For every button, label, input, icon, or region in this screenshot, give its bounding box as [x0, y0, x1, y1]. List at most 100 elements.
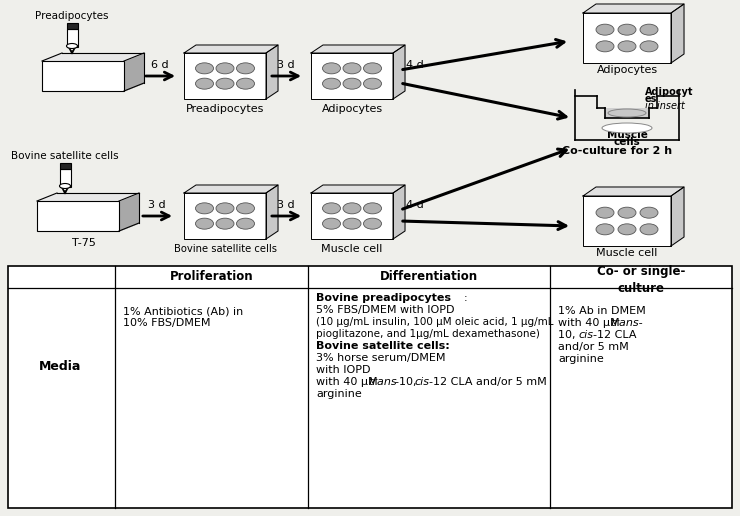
Text: T-75: T-75	[72, 238, 96, 248]
Polygon shape	[311, 45, 405, 53]
Ellipse shape	[596, 207, 614, 218]
Ellipse shape	[343, 78, 361, 89]
Text: 10% FBS/DMEM: 10% FBS/DMEM	[123, 318, 210, 328]
Polygon shape	[671, 187, 684, 246]
Ellipse shape	[343, 203, 361, 214]
Text: 1% Antibiotics (Ab) in: 1% Antibiotics (Ab) in	[123, 306, 243, 316]
Text: Differentiation: Differentiation	[380, 270, 478, 283]
Ellipse shape	[237, 78, 255, 89]
Text: Muscle cell: Muscle cell	[596, 248, 658, 258]
Polygon shape	[42, 61, 124, 91]
Text: Bovine satellite cells: Bovine satellite cells	[173, 244, 277, 254]
Text: -12 CLA and/or 5 mM: -12 CLA and/or 5 mM	[429, 377, 547, 387]
Text: Muscle cell: Muscle cell	[321, 244, 383, 254]
Ellipse shape	[602, 123, 652, 133]
Polygon shape	[184, 193, 266, 239]
Text: -12 CLA: -12 CLA	[593, 330, 636, 340]
Text: and/or 5 mM: and/or 5 mM	[558, 342, 629, 352]
Polygon shape	[67, 29, 78, 47]
Ellipse shape	[195, 203, 214, 214]
Polygon shape	[59, 169, 70, 187]
Ellipse shape	[323, 203, 340, 214]
Text: trans-: trans-	[610, 318, 642, 328]
Ellipse shape	[618, 207, 636, 218]
Polygon shape	[184, 53, 266, 99]
Text: Adipocytes: Adipocytes	[321, 104, 383, 114]
Polygon shape	[184, 45, 278, 53]
Text: pioglitazone, and 1μg/mL dexamethasone): pioglitazone, and 1μg/mL dexamethasone)	[316, 329, 540, 339]
Polygon shape	[671, 4, 684, 63]
Text: 5% FBS/DMEM with IOPD: 5% FBS/DMEM with IOPD	[316, 305, 454, 315]
Text: Bovine satellite cells:: Bovine satellite cells:	[316, 341, 450, 351]
Ellipse shape	[363, 203, 382, 214]
Ellipse shape	[363, 218, 382, 229]
Ellipse shape	[237, 63, 255, 74]
Polygon shape	[124, 53, 144, 91]
Ellipse shape	[323, 63, 340, 74]
Ellipse shape	[363, 78, 382, 89]
Ellipse shape	[216, 218, 234, 229]
Text: 3% horse serum/DMEM: 3% horse serum/DMEM	[316, 353, 445, 363]
Ellipse shape	[596, 224, 614, 235]
Text: Bovine satellite cells: Bovine satellite cells	[11, 151, 119, 161]
Text: 10,: 10,	[558, 330, 579, 340]
Polygon shape	[266, 185, 278, 239]
Polygon shape	[311, 185, 405, 193]
Polygon shape	[583, 13, 671, 63]
Ellipse shape	[640, 207, 658, 218]
Ellipse shape	[596, 24, 614, 35]
Polygon shape	[266, 45, 278, 99]
Ellipse shape	[195, 78, 214, 89]
Text: :: :	[464, 293, 468, 303]
Ellipse shape	[640, 224, 658, 235]
Text: Proliferation: Proliferation	[169, 270, 253, 283]
Text: cis: cis	[414, 377, 429, 387]
Ellipse shape	[608, 109, 646, 117]
Polygon shape	[393, 185, 405, 239]
Ellipse shape	[618, 41, 636, 52]
Text: with 40 μM: with 40 μM	[558, 318, 623, 328]
Polygon shape	[59, 163, 70, 169]
Ellipse shape	[640, 24, 658, 35]
Text: Adipocytes: Adipocytes	[596, 65, 658, 75]
Polygon shape	[311, 193, 393, 239]
Text: arginine: arginine	[558, 354, 604, 364]
Text: 3 d: 3 d	[278, 60, 295, 70]
Text: Bovine preadipocytes: Bovine preadipocytes	[316, 293, 451, 303]
Polygon shape	[37, 201, 119, 231]
Ellipse shape	[343, 63, 361, 74]
Text: Co-culture for 2 h: Co-culture for 2 h	[562, 146, 672, 156]
Polygon shape	[583, 196, 671, 246]
Polygon shape	[184, 185, 278, 193]
Polygon shape	[311, 53, 393, 99]
Text: (10 μg/mL insulin, 100 μM oleic acid, 1 μg/mL: (10 μg/mL insulin, 100 μM oleic acid, 1 …	[316, 317, 554, 327]
Text: with IOPD: with IOPD	[316, 365, 371, 375]
Text: es: es	[645, 94, 657, 104]
Ellipse shape	[618, 24, 636, 35]
Ellipse shape	[363, 63, 382, 74]
Text: 4 d: 4 d	[406, 60, 424, 70]
Ellipse shape	[640, 41, 658, 52]
Text: -10,: -10,	[395, 377, 420, 387]
Text: Adipocyt: Adipocyt	[645, 87, 693, 97]
Text: Muscle: Muscle	[607, 130, 648, 140]
Polygon shape	[8, 266, 732, 508]
Polygon shape	[119, 193, 139, 231]
Ellipse shape	[195, 218, 214, 229]
Ellipse shape	[216, 78, 234, 89]
Polygon shape	[583, 4, 684, 13]
Ellipse shape	[618, 224, 636, 235]
Text: Media: Media	[38, 360, 81, 373]
Polygon shape	[605, 108, 649, 118]
Ellipse shape	[67, 43, 78, 49]
Text: 4 d: 4 d	[406, 200, 424, 210]
Ellipse shape	[343, 218, 361, 229]
Text: in insert: in insert	[645, 101, 685, 111]
Text: with 40 μM: with 40 μM	[316, 377, 381, 387]
Ellipse shape	[596, 41, 614, 52]
Ellipse shape	[216, 63, 234, 74]
Ellipse shape	[237, 218, 255, 229]
Text: Co- or single-
culture: Co- or single- culture	[597, 266, 685, 295]
Text: Preadipocytes: Preadipocytes	[36, 11, 109, 21]
Polygon shape	[67, 23, 78, 29]
